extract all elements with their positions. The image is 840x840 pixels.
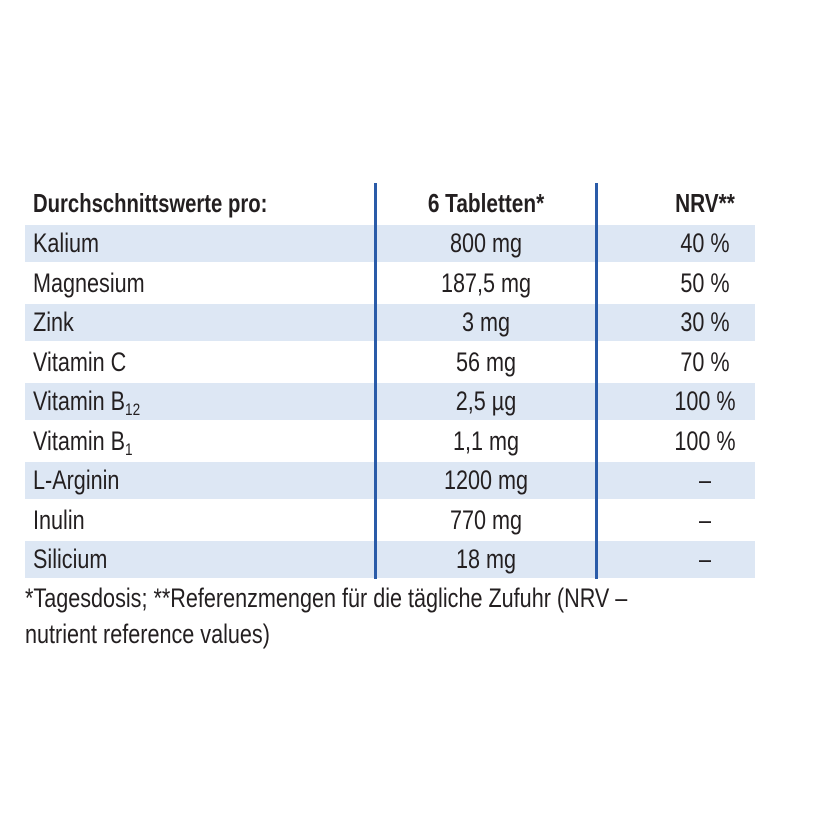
amount: 1200 mg bbox=[443, 465, 529, 495]
nrv: 30 % bbox=[680, 307, 730, 337]
nrv: – bbox=[698, 465, 712, 495]
nutrient-name: Zink bbox=[33, 304, 74, 341]
nutrient-label: Inulin bbox=[33, 504, 85, 535]
table-row: Silicium 18 mg – bbox=[25, 541, 755, 578]
nrv: 40 % bbox=[680, 228, 730, 258]
nutrient-name: Magnesium bbox=[33, 265, 145, 302]
amount: 770 mg bbox=[449, 504, 523, 535]
amount: 3 mg bbox=[461, 307, 511, 337]
nrv: 50 % bbox=[680, 267, 730, 298]
nutrient-name: Vitamin B12 bbox=[33, 383, 140, 420]
header-cell: Durchschnittswerte pro: bbox=[33, 188, 268, 218]
amount: 187,5 mg bbox=[440, 267, 532, 298]
table-row: Inulin 770 mg – bbox=[25, 502, 755, 539]
nutrient-name: Inulin bbox=[33, 502, 85, 539]
nrv: 100 % bbox=[674, 425, 736, 456]
nutrient-name: Kalium bbox=[33, 225, 99, 262]
header-cell: NRV** bbox=[675, 188, 735, 218]
table-row: Vitamin B1 1,1 mg 100 % bbox=[25, 423, 755, 460]
subscript: 1 bbox=[125, 439, 133, 459]
nutrient-label: Vitamin B bbox=[33, 386, 126, 416]
nutrient-name: Silicium bbox=[33, 541, 107, 578]
amount: 56 mg bbox=[455, 346, 517, 377]
nrv: 100 % bbox=[674, 386, 736, 416]
table-row: Vitamin B12 2,5 µg 100 % bbox=[25, 383, 755, 420]
footnote-line: *Tagesdosis; **Referenzmengen für die tä… bbox=[25, 583, 628, 613]
amount: 800 mg bbox=[449, 228, 523, 258]
nutrient-label: Magnesium bbox=[33, 267, 145, 298]
nutrient-name: L-Arginin bbox=[33, 462, 119, 499]
table-row: Zink 3 mg 30 % bbox=[25, 304, 755, 341]
nutrient-label: Silicium bbox=[33, 544, 108, 574]
nutrient-label: Vitamin C bbox=[33, 346, 127, 377]
column-divider bbox=[374, 183, 377, 579]
header-row: Durchschnittswerte pro: 6 Tabletten* NRV** bbox=[25, 185, 755, 222]
nutrient-label: Vitamin B bbox=[33, 425, 126, 456]
amount: 1,1 mg bbox=[452, 425, 520, 456]
table-row: L-Arginin 1200 mg – bbox=[25, 462, 755, 499]
column-divider bbox=[595, 183, 598, 579]
nutrient-name: Vitamin C bbox=[33, 344, 126, 381]
nrv: – bbox=[698, 504, 712, 535]
amount: 2,5 µg bbox=[455, 386, 517, 416]
nutrient-label: L-Arginin bbox=[33, 465, 120, 495]
nutrient-name: Vitamin B1 bbox=[33, 423, 133, 460]
nrv: 70 % bbox=[680, 346, 730, 377]
nutrient-label: Kalium bbox=[33, 228, 100, 258]
subscript: 12 bbox=[125, 400, 141, 419]
table-row: Vitamin C 56 mg 70 % bbox=[25, 344, 755, 381]
table-row: Kalium 800 mg 40 % bbox=[25, 225, 755, 262]
header-cell: 6 Tabletten* bbox=[427, 188, 545, 218]
table-row: Magnesium 187,5 mg 50 % bbox=[25, 265, 755, 302]
nutrient-label: Zink bbox=[33, 307, 74, 337]
footnote-line: nutrient reference values) bbox=[25, 619, 270, 649]
amount: 18 mg bbox=[455, 544, 517, 574]
nrv: – bbox=[698, 544, 712, 574]
